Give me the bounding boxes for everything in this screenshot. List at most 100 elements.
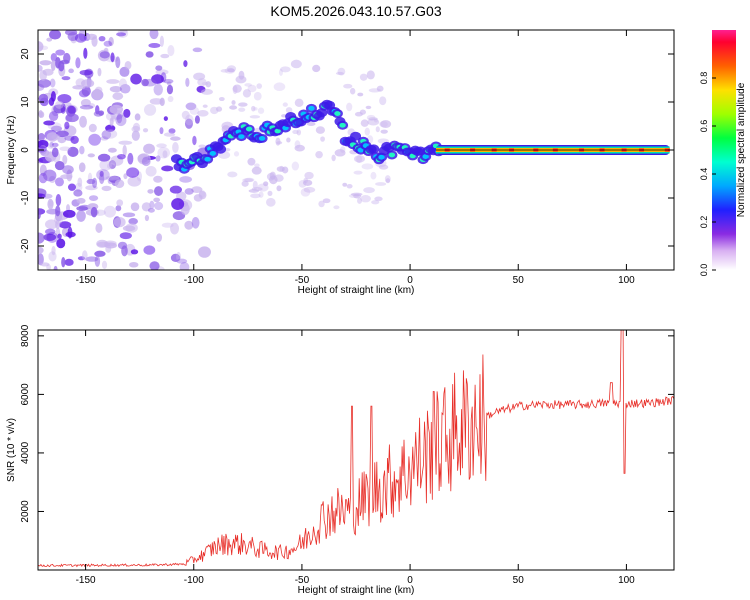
noise-blob bbox=[134, 113, 141, 121]
noise-blob bbox=[48, 251, 57, 262]
haze-blob bbox=[366, 70, 375, 80]
noise-blob bbox=[54, 177, 64, 187]
noise-blob bbox=[79, 104, 94, 110]
noise-blob bbox=[49, 141, 54, 148]
noise-blob bbox=[43, 169, 57, 182]
noise-blob bbox=[153, 186, 163, 196]
noise-blob bbox=[127, 176, 142, 187]
haze-blob bbox=[303, 177, 308, 184]
noise-blob bbox=[159, 35, 164, 47]
noise-blob bbox=[183, 60, 188, 68]
haze-blob bbox=[357, 197, 363, 204]
noise-blob bbox=[60, 59, 70, 65]
haze-blob bbox=[380, 129, 388, 134]
haze-blob bbox=[280, 66, 291, 73]
noise-blob bbox=[75, 57, 81, 69]
noise-blob bbox=[44, 219, 58, 230]
noise-blob bbox=[123, 173, 128, 180]
noise-blob bbox=[99, 51, 110, 59]
noise-blob bbox=[55, 100, 64, 109]
haze-blob bbox=[361, 163, 374, 170]
noise-blob bbox=[118, 140, 133, 145]
noise-blob bbox=[55, 220, 61, 229]
noise-blob bbox=[147, 207, 155, 213]
noise-blob bbox=[62, 165, 74, 175]
haze-blob bbox=[258, 191, 264, 198]
haze-blob bbox=[276, 166, 285, 172]
haze-blob bbox=[364, 127, 370, 136]
haze-blob bbox=[232, 84, 242, 93]
haze-blob bbox=[348, 193, 360, 198]
haze-blob bbox=[193, 72, 206, 81]
snr-panel: -150 -100 -50 0 50 100 2000 4000 6000 8000 Heigh… bbox=[6, 324, 675, 596]
noise-blob bbox=[153, 175, 163, 183]
noise-blob bbox=[149, 261, 160, 270]
haze-blob bbox=[267, 190, 273, 196]
noise-blob bbox=[64, 121, 70, 130]
haze-blob bbox=[331, 154, 336, 162]
noise-blob bbox=[56, 238, 66, 249]
noise-blob bbox=[167, 95, 174, 103]
noise-blob bbox=[38, 64, 43, 72]
x-tick-label: -100 bbox=[184, 275, 204, 286]
noise-blob bbox=[41, 193, 53, 199]
noise-blob bbox=[86, 33, 98, 40]
haze-blob bbox=[205, 81, 212, 88]
noise-blob bbox=[170, 136, 181, 141]
noise-blob bbox=[116, 199, 124, 207]
noise-blob bbox=[130, 202, 140, 212]
colorbar-tick-label: 0.0 bbox=[699, 264, 709, 277]
top-x-axis: -150 -100 -50 0 50 100 bbox=[76, 30, 635, 286]
haze-blob bbox=[198, 189, 206, 198]
noise-blob bbox=[86, 178, 96, 185]
noise-blob bbox=[129, 261, 139, 268]
haze-blob bbox=[315, 126, 325, 134]
haze-blob bbox=[360, 195, 371, 203]
haze-blob bbox=[298, 179, 307, 188]
haze-blob bbox=[197, 110, 209, 117]
haze-blob bbox=[378, 164, 389, 170]
haze-blob bbox=[202, 104, 208, 108]
haze-blob bbox=[218, 97, 225, 102]
noise-blob bbox=[153, 83, 163, 96]
noise-blob bbox=[172, 141, 179, 153]
noise-blob bbox=[117, 30, 129, 38]
noise-blob bbox=[95, 223, 103, 233]
noise-blob bbox=[39, 111, 45, 118]
noise-blob bbox=[48, 111, 59, 122]
noise-blob bbox=[156, 233, 163, 242]
noise-blob bbox=[38, 93, 49, 104]
haze-blob bbox=[354, 155, 366, 163]
haze-blob bbox=[294, 98, 304, 107]
haze-blob bbox=[251, 105, 256, 112]
noise-blob bbox=[50, 53, 58, 62]
haze-blob bbox=[189, 106, 200, 115]
noise-blob bbox=[176, 251, 181, 262]
noise-blob bbox=[191, 216, 200, 229]
noise-blob bbox=[184, 118, 193, 129]
x-tick-label: 0 bbox=[407, 575, 413, 586]
noise-blob bbox=[122, 144, 127, 157]
y-tick-label: 4000 bbox=[20, 441, 31, 464]
ridge-blob-inner bbox=[204, 156, 211, 162]
haze-blob bbox=[253, 91, 262, 101]
noise-blob bbox=[38, 253, 44, 266]
noise-blob bbox=[184, 188, 194, 195]
haze-blob bbox=[353, 193, 362, 199]
noise-blob bbox=[55, 56, 61, 69]
noise-blob bbox=[185, 77, 190, 87]
haze-blob bbox=[291, 161, 300, 171]
x-tick-label: 100 bbox=[618, 275, 635, 286]
haze-blob bbox=[198, 144, 206, 148]
haze-blob bbox=[241, 180, 249, 187]
haze-blob bbox=[238, 70, 245, 80]
haze-blob bbox=[376, 85, 384, 92]
noise-blob bbox=[176, 258, 188, 264]
ridge-blob-inner bbox=[339, 122, 346, 128]
haze-blob bbox=[238, 102, 248, 107]
noise-blob bbox=[40, 262, 50, 267]
noise-blob bbox=[62, 209, 76, 218]
y-tick-label: -20 bbox=[20, 238, 31, 253]
haze-blob bbox=[266, 172, 276, 181]
haze-blob bbox=[343, 83, 353, 89]
